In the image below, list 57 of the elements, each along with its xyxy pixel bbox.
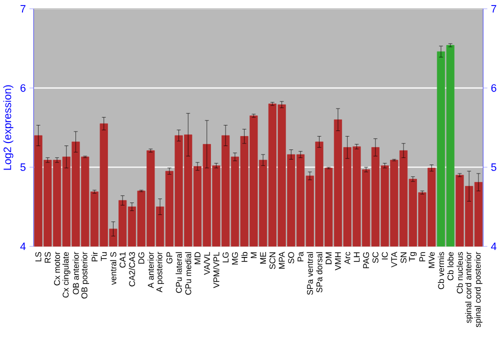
x-tick-label: SCN — [269, 252, 276, 270]
x-tick-label: VPM/VPL — [213, 252, 220, 288]
y2-tick-label: 7 — [491, 5, 496, 13]
x-tick-label: Tg — [409, 252, 417, 262]
x-tick-label: GP — [166, 252, 172, 264]
x-tick-label: MPA — [278, 252, 285, 269]
x-tick-label: PAG — [363, 252, 370, 268]
x-tick-label: OB anterior — [72, 252, 79, 295]
x-tick-label: LG — [222, 252, 229, 262]
x-tick-label: Cb vermis — [438, 252, 444, 290]
x-tick-label: ventral S — [110, 252, 116, 286]
x-tick-label: IC — [382, 252, 388, 260]
x-tick-label: LH — [354, 252, 360, 262]
x-tick-label: CPu lateral — [176, 252, 182, 294]
x-tick-label: Cx cingulate — [62, 252, 70, 298]
x-tick-label: RS — [44, 252, 51, 263]
x-tick-label: LS — [35, 252, 42, 262]
x-tick-label: Hb — [241, 252, 248, 262]
x-tick-label: SPa dorsal — [316, 252, 322, 293]
x-tick-label: MG — [232, 252, 238, 265]
x-tick-label: SN — [400, 252, 406, 264]
y-tick-label: 7 — [20, 5, 26, 13]
x-tick-label: Pa — [298, 252, 304, 262]
x-tick-label: CA1 — [120, 252, 126, 268]
x-tick-label: DM — [326, 252, 332, 264]
x-tick-label: VTA — [391, 252, 398, 268]
x-tick-label: Pir — [91, 252, 98, 262]
x-tick-label: spinal cord posterior — [474, 252, 482, 328]
x-tick-label: Cx motor — [54, 252, 60, 286]
x-tick-label: M — [250, 252, 257, 258]
y-tick-label: 5 — [20, 164, 26, 172]
y2-tick-label: 6 — [491, 84, 496, 92]
x-tick-label: A anterior — [148, 252, 154, 288]
x-tick-label: Tu — [100, 252, 107, 262]
x-tick-label: DG — [138, 252, 144, 264]
x-tick-label: A posterior — [156, 252, 164, 293]
x-tick-label: spinal cord anterior — [465, 252, 474, 324]
x-tick-label: VA/VL — [204, 252, 210, 276]
x-tick-label: MD — [194, 252, 200, 264]
y2-tick-label: 5 — [491, 164, 496, 172]
x-tick-label: SC — [372, 252, 378, 264]
x-tick-label: Cb nucleus — [456, 252, 463, 294]
x-tick-label: Pn — [419, 252, 426, 262]
x-tick-label: ME — [260, 252, 266, 264]
x-tick-label: SO — [288, 252, 294, 264]
x-tick-label: OB posterior — [81, 252, 90, 299]
x-tick-label: VMH — [335, 252, 341, 271]
y-axis-title: Log2 (expression) — [3, 85, 14, 170]
x-tick-label: Arc — [344, 252, 350, 265]
y-tick-label: 6 — [20, 84, 26, 92]
x-tick-label: CPu medial — [185, 252, 192, 295]
x-tick-label: Cb lobe — [447, 252, 454, 280]
x-tick-label: CA2/CA3 — [128, 252, 136, 287]
x-tick-label: SPa ventral — [306, 252, 313, 296]
y2-tick-label: 4 — [491, 242, 496, 250]
y-tick-label: 4 — [20, 242, 26, 250]
x-tick-label: MVe — [428, 252, 435, 268]
